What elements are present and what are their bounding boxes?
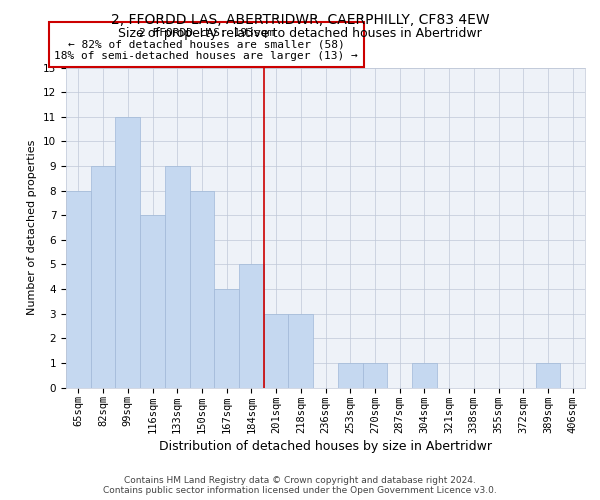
Bar (115, 116, 140, 388)
Bar (536, 363, 560, 388)
Bar (239, 264, 264, 388)
Bar (289, 314, 313, 388)
Y-axis label: Number of detached properties: Number of detached properties (28, 140, 37, 315)
Bar (91, 166, 115, 388)
Text: Contains HM Land Registry data © Crown copyright and database right 2024.
Contai: Contains HM Land Registry data © Crown c… (103, 476, 497, 495)
Bar (140, 215, 165, 388)
X-axis label: Distribution of detached houses by size in Abertridwr: Distribution of detached houses by size … (159, 440, 492, 452)
Bar (362, 363, 387, 388)
Bar (412, 363, 437, 388)
Bar (264, 314, 289, 388)
Bar (214, 289, 239, 388)
Bar (190, 190, 214, 388)
Bar (165, 166, 190, 388)
Text: 2 FFORDD LAS: 193sqm
← 82% of detached houses are smaller (58)
18% of semi-detac: 2 FFORDD LAS: 193sqm ← 82% of detached h… (54, 28, 358, 61)
Text: Size of property relative to detached houses in Abertridwr: Size of property relative to detached ho… (118, 28, 482, 40)
Text: 2, FFORDD LAS, ABERTRIDWR, CAERPHILLY, CF83 4EW: 2, FFORDD LAS, ABERTRIDWR, CAERPHILLY, C… (110, 12, 490, 26)
Bar (338, 363, 362, 388)
Bar (66, 190, 91, 388)
